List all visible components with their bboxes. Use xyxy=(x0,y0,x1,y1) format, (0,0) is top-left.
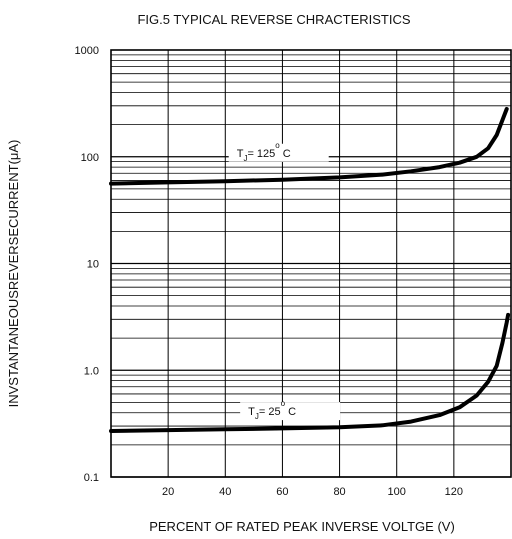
series-curve-1 xyxy=(109,107,509,186)
series-curve-2 xyxy=(109,312,511,433)
series-label-bg-2 xyxy=(240,402,341,421)
x-tick-label-40: 40 xyxy=(219,486,231,498)
tick-labels: 20 40 60 80 100 120 0.1 1.0 10 100 1000 xyxy=(75,45,464,498)
y-tick-label-0.1: 0.1 xyxy=(84,472,99,484)
x-tick-label-80: 80 xyxy=(333,486,345,498)
x-tick-label-20: 20 xyxy=(162,486,174,498)
plot-area-frame xyxy=(110,49,512,478)
x-tick-label-60: 60 xyxy=(276,486,288,498)
chart-grid xyxy=(111,50,511,478)
x-tick-label-100: 100 xyxy=(388,486,406,498)
x-axis-label: PERCENT OF RATED PEAK INVERSE VOLTGE (V) xyxy=(149,519,455,534)
y-tick-label-10: 10 xyxy=(87,259,99,271)
y-axis-label: INVSTANTANEOUSREVERSECURRENT(μA) xyxy=(6,140,21,408)
series-label-text-1: TJ= 125o C xyxy=(237,141,291,163)
series-layer: TJ= 125o C TJ= 25o C xyxy=(109,107,511,433)
series-label-2: TJ= 25o C xyxy=(240,399,341,421)
chart-title: FIG.5 TYPICAL REVERSE CHRACTERISTICS xyxy=(137,12,410,27)
x-tick-label-120: 120 xyxy=(445,486,463,498)
y-tick-label-1000: 1000 xyxy=(75,45,99,57)
y-tick-label-100: 100 xyxy=(81,152,99,164)
series-label-text-2: TJ= 25o C xyxy=(248,399,296,421)
series-label-bg-1 xyxy=(228,143,329,162)
series-label-1: TJ= 125o C xyxy=(228,141,329,163)
y-tick-label-1.0: 1.0 xyxy=(84,365,99,377)
